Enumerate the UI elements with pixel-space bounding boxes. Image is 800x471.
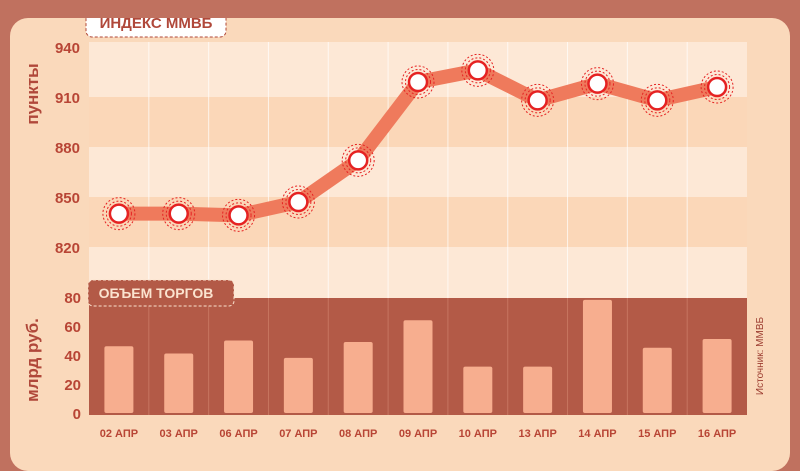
grid-band (89, 97, 747, 147)
index-point (461, 53, 495, 87)
index-point-mid-ring (285, 189, 312, 215)
volume-bar (343, 341, 373, 413)
index-point-outer-ring (401, 65, 435, 99)
index-point-outer-ring (341, 143, 375, 177)
index-point (281, 185, 315, 219)
volume-bar (403, 320, 433, 413)
x-axis-date: 07 АПР (279, 428, 317, 440)
index-y-tick: 910 (55, 90, 80, 107)
volume-y-tick: 0 (73, 406, 81, 423)
index-point-outer-ring (640, 83, 674, 117)
index-point-mid-ring (584, 70, 611, 97)
volume-bar (104, 346, 134, 413)
index-y-tick: 820 (55, 240, 80, 257)
index-point (102, 197, 136, 231)
volume-bar (463, 366, 493, 413)
index-point (162, 197, 196, 231)
index-point-mid-ring (704, 74, 731, 100)
volume-bar (283, 357, 313, 413)
volume-bar (523, 366, 553, 413)
index-point-marker (347, 150, 369, 171)
index-point-mid-ring (105, 200, 132, 227)
index-point (341, 143, 375, 177)
x-axis-date: 15 АПР (638, 428, 676, 440)
index-point-outer-ring (580, 67, 614, 101)
x-axis-date: 02 АПР (100, 428, 138, 440)
x-axis-date: 16 АПР (698, 428, 736, 440)
index-point-outer-ring (222, 198, 256, 232)
volume-y-ticks: 0 20 40 60 80 (64, 290, 81, 423)
index-point (222, 198, 256, 232)
index-point-mid-ring (644, 87, 671, 114)
chart-svg: ИНДЕКС ММВБ пункты 820 850 880 910 940 0 20 40… (23, 18, 766, 440)
volume-y-tick: 80 (64, 290, 81, 307)
x-axis-date: 14 АПР (578, 428, 616, 440)
index-point-outer-ring (162, 197, 196, 231)
index-point (401, 65, 435, 99)
index-point-marker (168, 203, 189, 224)
index-point-marker (706, 76, 728, 98)
volume-title-box (87, 279, 235, 307)
index-y-axis-label: пункты (23, 63, 42, 124)
index-point-marker (407, 71, 429, 93)
index-series (102, 53, 734, 232)
volume-series (104, 299, 732, 413)
index-point-marker (467, 60, 489, 81)
index-point-outer-ring (521, 83, 555, 117)
x-axis-date: 09 АПР (399, 428, 437, 440)
x-axis-date: 13 АПР (518, 428, 556, 440)
index-point (640, 83, 674, 117)
index-point-marker (288, 191, 309, 213)
x-axis-date: 08 АПР (339, 428, 377, 440)
index-point-mid-ring (464, 57, 491, 84)
index-point (580, 67, 614, 101)
index-point-mid-ring (405, 69, 431, 95)
index-point-marker (228, 205, 249, 226)
index-point (521, 83, 555, 117)
volume-title-tag: ОБЪЕМ ТОРГОВ (87, 279, 235, 307)
volume-title: ОБЪЕМ ТОРГОВ (99, 285, 214, 301)
index-title-box (85, 18, 227, 38)
index-y-tick: 940 (55, 40, 80, 57)
index-y-tick: 880 (55, 140, 80, 157)
index-y-ticks: 820 850 880 910 940 (55, 40, 80, 257)
index-point-outer-ring (281, 185, 315, 219)
index-point (700, 70, 734, 104)
index-title: ИНДЕКС ММВБ (100, 18, 213, 32)
index-point-marker (108, 203, 130, 224)
x-axis-date: 03 АПР (160, 428, 198, 440)
x-axis-dates: 02 АПР 03 АПР 06 АПР 07 АПР 08 АПР 09 АПР 10 А… (100, 428, 737, 440)
volume-y-tick: 60 (64, 319, 81, 336)
source-note: Источник: ММВБ (755, 316, 766, 395)
index-point-outer-ring (102, 197, 136, 231)
x-axis-date: 10 АПР (459, 428, 497, 440)
index-point-mid-ring (345, 147, 372, 174)
index-point-mid-ring (524, 87, 551, 114)
volume-y-axis-label: млрд руб. (23, 318, 42, 402)
index-point-marker (527, 90, 548, 111)
index-title-tag: ИНДЕКС ММВБ (85, 18, 227, 38)
volume-bar (582, 299, 612, 413)
volume-y-tick: 20 (64, 377, 81, 394)
x-axis-date: 06 АПР (219, 428, 257, 440)
index-point-marker (647, 90, 668, 111)
grid-band (89, 197, 747, 247)
index-y-tick: 850 (55, 190, 80, 207)
index-point-marker (587, 73, 608, 94)
chart-card: ИНДЕКС ММВБ пункты 820 850 880 910 940 0 20 40… (10, 18, 790, 471)
index-point-outer-ring (461, 53, 495, 87)
index-point-mid-ring (165, 200, 192, 227)
volume-bar (702, 339, 732, 413)
index-point-mid-ring (225, 202, 252, 229)
volume-y-tick: 40 (64, 348, 81, 365)
volume-bar (642, 347, 672, 413)
volume-grid (148, 298, 688, 415)
index-point-outer-ring (700, 70, 734, 104)
volume-bar (224, 340, 254, 413)
volume-bar (164, 353, 194, 413)
